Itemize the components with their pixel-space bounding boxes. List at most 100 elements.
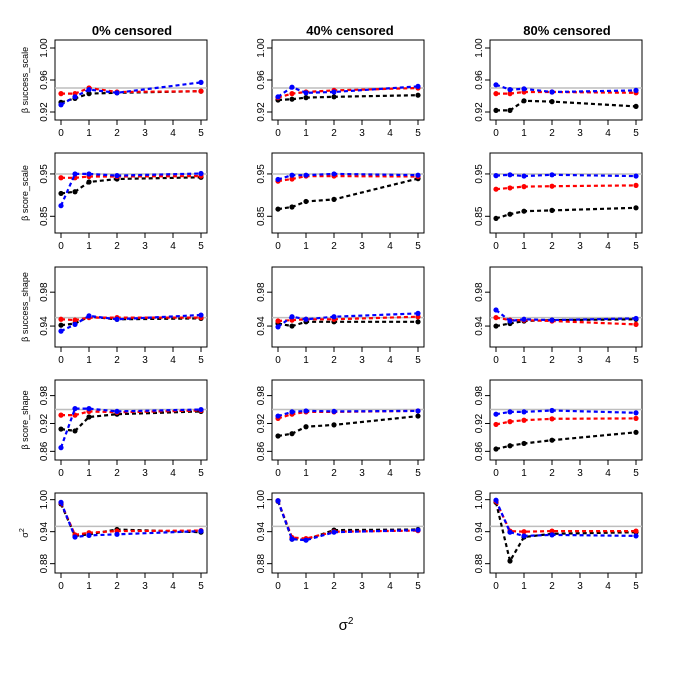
y-tick-label: 0.98 xyxy=(474,385,485,405)
data-point-black xyxy=(549,99,555,105)
series-line-black xyxy=(60,176,202,195)
x-tick-label: 3 xyxy=(142,355,148,366)
y-tick-label: 0.85 xyxy=(256,206,267,226)
data-point-blue xyxy=(289,172,295,178)
x-tick-label: 2 xyxy=(114,241,120,252)
data-point-red xyxy=(521,529,527,535)
y-axis-label: σ2 xyxy=(19,528,30,538)
data-point-blue xyxy=(633,173,639,179)
series-line-blue xyxy=(276,500,419,542)
y-tick-label: 0.88 xyxy=(39,553,50,573)
x-tick-label: 2 xyxy=(549,468,555,479)
series-line-blue xyxy=(495,309,637,323)
data-point-blue xyxy=(415,310,421,316)
panel-frame xyxy=(54,39,208,121)
data-point-black xyxy=(415,92,421,98)
x-tick-label: 2 xyxy=(549,581,555,592)
x-tick-label: 1 xyxy=(521,128,527,139)
x-tick-label: 0 xyxy=(275,468,281,479)
y-tick-label: 0.92 xyxy=(39,413,50,433)
panel-r0-c2: 0 1 2 3 4 5 0.92 0.96 1.00 xyxy=(474,38,643,139)
x-tick-label: 1 xyxy=(303,241,309,252)
data-point-blue xyxy=(331,314,337,320)
x-tick-label: 3 xyxy=(577,128,583,139)
x-tick-label: 2 xyxy=(331,355,337,366)
series-line-red xyxy=(495,417,637,426)
x-tick-label: 4 xyxy=(170,355,176,366)
y-tick-label: 0.95 xyxy=(256,164,267,184)
data-point-blue xyxy=(303,90,309,96)
data-point-blue xyxy=(633,87,639,93)
data-point-blue xyxy=(303,172,309,178)
y-tick-label: 0.94 xyxy=(39,521,50,541)
series-line-black xyxy=(276,500,419,541)
data-point-red xyxy=(58,91,64,97)
y-tick-label: 0.94 xyxy=(256,316,267,336)
data-point-black xyxy=(72,428,78,434)
data-point-black xyxy=(72,189,78,195)
x-tick-label: 5 xyxy=(633,128,639,139)
data-point-black xyxy=(331,422,337,428)
x-tick-label: 3 xyxy=(359,468,365,479)
x-tick-label: 5 xyxy=(415,241,421,252)
data-point-blue xyxy=(289,84,295,90)
data-point-blue xyxy=(415,408,421,414)
x-tick-label: 0 xyxy=(493,581,499,592)
data-point-black xyxy=(507,107,513,113)
x-tick-label: 2 xyxy=(549,128,555,139)
data-point-black xyxy=(331,94,337,100)
series-line-black xyxy=(277,320,418,328)
data-point-blue xyxy=(633,315,639,322)
data-point-black xyxy=(58,426,64,432)
data-point-blue xyxy=(415,527,421,533)
x-tick-label: 4 xyxy=(387,241,393,252)
data-point-black xyxy=(86,179,92,185)
panel-frame xyxy=(271,152,425,234)
panel-r0-c0: 0 1 2 3 4 5 0.92 0.96 1.00 β success_scale xyxy=(20,38,208,139)
data-point-blue xyxy=(633,533,639,539)
data-point-red xyxy=(633,528,639,534)
x-tick-label: 4 xyxy=(170,468,176,479)
x-tick-label: 1 xyxy=(521,468,527,479)
data-point-blue xyxy=(58,445,64,451)
series-line-black xyxy=(277,94,419,102)
x-tick-label: 5 xyxy=(415,128,421,139)
x-tick-label: 1 xyxy=(303,128,309,139)
data-point-black xyxy=(549,437,555,443)
series-line-red xyxy=(495,184,637,191)
data-point-blue xyxy=(275,94,281,100)
x-tick-label: 1 xyxy=(521,581,527,592)
x-tick-label: 3 xyxy=(359,581,365,592)
x-tick-label: 1 xyxy=(521,241,527,252)
data-point-blue xyxy=(86,532,92,539)
x-tick-label: 4 xyxy=(387,128,393,139)
x-tick-label: 0 xyxy=(493,128,499,139)
data-point-red xyxy=(493,91,499,97)
data-point-black xyxy=(507,443,513,449)
data-point-black xyxy=(289,323,295,329)
y-tick-label: 0.98 xyxy=(256,282,267,302)
x-tick-label: 1 xyxy=(86,241,92,252)
x-tick-label: 5 xyxy=(198,241,204,252)
data-point-blue xyxy=(58,499,64,505)
data-point-black xyxy=(331,196,337,202)
data-point-blue xyxy=(114,90,120,96)
y-tick-label: 0.96 xyxy=(256,70,267,90)
x-tick-label: 4 xyxy=(387,468,393,479)
data-point-black xyxy=(58,190,64,197)
x-tick-label: 5 xyxy=(633,468,639,479)
panel-frame xyxy=(489,492,643,574)
data-point-black xyxy=(86,414,92,420)
x-tick-label: 4 xyxy=(387,581,393,592)
data-point-blue xyxy=(303,537,309,543)
data-point-black xyxy=(303,95,309,101)
data-point-blue xyxy=(114,531,120,537)
data-point-blue xyxy=(331,171,337,177)
x-tick-label: 3 xyxy=(577,581,583,592)
x-tick-label: 5 xyxy=(198,128,204,139)
data-point-red xyxy=(289,176,295,182)
x-tick-label: 0 xyxy=(275,581,281,592)
data-point-red xyxy=(58,316,64,322)
data-point-black xyxy=(521,440,527,447)
y-tick-label: 0.92 xyxy=(39,102,50,122)
